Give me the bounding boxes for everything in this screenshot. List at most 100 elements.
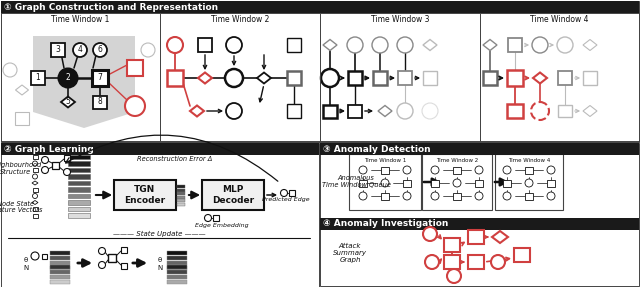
Bar [475, 179, 483, 187]
Circle shape [475, 166, 483, 174]
Bar [1, 1, 639, 142]
Text: 6: 6 [97, 46, 102, 55]
Bar [1, 13, 160, 141]
Circle shape [125, 96, 145, 116]
Circle shape [403, 192, 411, 200]
Bar [177, 203, 185, 205]
Bar [468, 255, 484, 269]
Bar [50, 266, 70, 270]
Bar [121, 247, 127, 253]
Text: Time Window 3: Time Window 3 [371, 15, 429, 24]
Text: ③ Anomaly Detection: ③ Anomaly Detection [323, 144, 431, 154]
Bar [64, 155, 70, 161]
Text: ② Graph Learning: ② Graph Learning [4, 144, 93, 154]
Bar [50, 265, 70, 269]
Circle shape [381, 179, 389, 187]
Bar [480, 13, 639, 141]
Circle shape [503, 166, 511, 174]
Circle shape [42, 166, 49, 174]
Bar [403, 179, 411, 187]
Bar [558, 71, 572, 85]
Circle shape [431, 166, 439, 174]
Bar [348, 71, 362, 85]
Bar [50, 280, 70, 284]
Circle shape [431, 192, 439, 200]
Bar [431, 179, 439, 187]
Bar [68, 155, 90, 159]
Bar [177, 189, 185, 191]
Circle shape [167, 37, 183, 53]
Bar [108, 254, 116, 262]
Bar [320, 218, 639, 286]
Text: Time Window 1: Time Window 1 [51, 15, 109, 24]
Bar [323, 104, 337, 117]
Bar [167, 70, 183, 86]
Bar [121, 263, 127, 269]
Bar [198, 38, 212, 52]
Circle shape [503, 192, 511, 200]
Circle shape [33, 193, 38, 199]
Text: Time Window 4: Time Window 4 [508, 158, 550, 164]
Circle shape [33, 174, 38, 179]
Circle shape [99, 261, 106, 269]
Text: Anomalous
Time Window Queue: Anomalous Time Window Queue [321, 175, 390, 189]
Circle shape [141, 43, 155, 57]
Bar [444, 255, 460, 269]
Bar [547, 179, 555, 187]
Bar [93, 96, 107, 108]
Polygon shape [257, 73, 271, 84]
Bar [51, 162, 58, 168]
Polygon shape [378, 106, 392, 117]
Text: Time Window 1: Time Window 1 [364, 158, 406, 164]
Bar [42, 253, 47, 259]
Bar [1, 143, 319, 155]
Circle shape [531, 102, 549, 120]
Text: N: N [24, 265, 29, 271]
Circle shape [372, 37, 388, 53]
Circle shape [403, 166, 411, 174]
Bar [525, 166, 533, 174]
Circle shape [447, 269, 461, 283]
Circle shape [99, 247, 106, 255]
Circle shape [31, 252, 39, 260]
Text: 4: 4 [77, 46, 83, 55]
Bar [503, 179, 511, 187]
Circle shape [226, 103, 242, 119]
Bar [68, 168, 90, 172]
Circle shape [226, 37, 242, 53]
Bar [177, 199, 185, 202]
Circle shape [525, 179, 533, 187]
Polygon shape [32, 181, 38, 185]
FancyBboxPatch shape [114, 180, 176, 210]
Text: Node State
Feature Vectors: Node State Feature Vectors [0, 201, 42, 214]
Bar [68, 181, 90, 185]
Bar [514, 248, 530, 262]
Bar [33, 187, 38, 191]
Bar [68, 213, 90, 218]
Bar [167, 275, 187, 279]
Bar [422, 154, 492, 210]
Text: Time Window 2: Time Window 2 [436, 158, 478, 164]
Bar [33, 168, 38, 172]
Bar [127, 60, 143, 76]
Circle shape [425, 255, 439, 269]
Polygon shape [492, 231, 508, 243]
Bar [51, 43, 65, 57]
Bar [398, 71, 412, 85]
Text: N: N [157, 265, 163, 271]
Text: Neighbourhood
Structure: Neighbourhood Structure [0, 162, 42, 174]
Circle shape [33, 161, 38, 166]
Bar [1, 1, 639, 13]
Polygon shape [33, 36, 135, 128]
Bar [177, 192, 185, 195]
Bar [68, 174, 90, 179]
Bar [50, 251, 70, 255]
Bar [160, 13, 320, 141]
Bar [444, 238, 460, 252]
Text: Time Window 2: Time Window 2 [211, 15, 269, 24]
Polygon shape [533, 73, 547, 84]
Bar [167, 266, 187, 270]
Text: MLP
Decoder: MLP Decoder [212, 185, 254, 205]
Bar [177, 195, 185, 199]
Bar [558, 105, 572, 117]
